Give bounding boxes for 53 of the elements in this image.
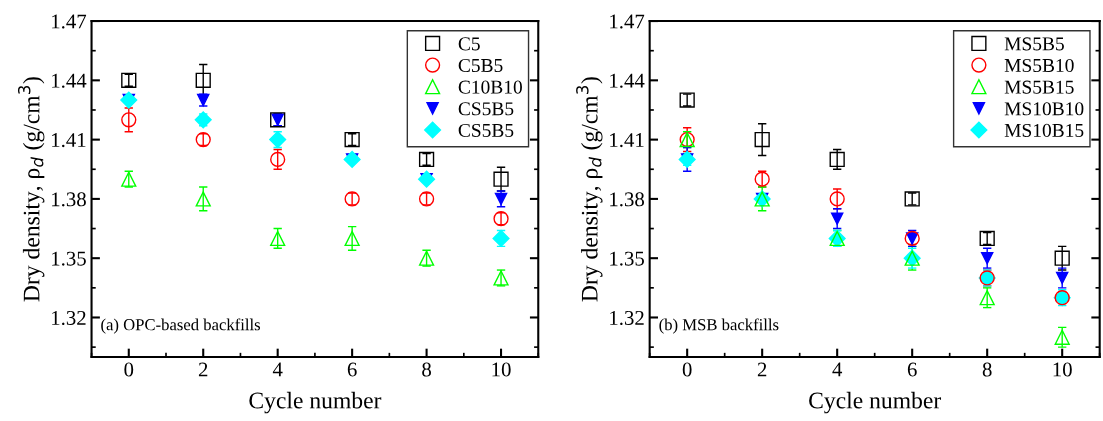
x-tick-label: 10 [1053, 362, 1072, 377]
y-axis-title: Dry density, ρ$_{d}$ (g/cm$^{3}$) [576, 77, 603, 302]
x-tick-label: 0 [124, 362, 134, 377]
point [492, 229, 510, 247]
x-tick-label: 10 [492, 362, 511, 377]
legend-label: C10B10 [458, 80, 522, 94]
x-axis-title: Cycle number [249, 391, 382, 414]
legend-label: C5B5 [458, 58, 503, 73]
legend-label: CS5B5 [458, 123, 514, 137]
x-tick-label: 4 [832, 362, 843, 377]
legend-label: CS5B5 [458, 102, 514, 116]
y-tick-label: 1.32 [52, 310, 86, 326]
point [195, 72, 211, 88]
point [493, 171, 509, 187]
y-tick-label: 1.38 [610, 192, 645, 207]
point [344, 230, 360, 247]
point [1055, 271, 1069, 285]
x-tick-label: 2 [198, 362, 208, 377]
point [121, 112, 137, 128]
point [194, 111, 212, 129]
point [754, 131, 770, 148]
y-tick-label: 1.38 [52, 192, 86, 207]
point [269, 131, 287, 149]
legend-label: MS5B5 [1004, 37, 1064, 51]
legend-label: MS5B10 [1004, 58, 1074, 73]
x-tick-label: 4 [272, 362, 283, 377]
y-tick-label: 1.41 [610, 133, 644, 148]
legend-label: MS10B10 [1004, 102, 1084, 116]
x-tick-label: 2 [757, 362, 767, 377]
annotation: (a) OPC-based backfills [101, 318, 261, 334]
y-tick-label: 1.44 [52, 73, 87, 88]
point [1054, 250, 1070, 266]
y-tick-label: 1.35 [610, 251, 644, 266]
legend-label: C5 [458, 37, 480, 51]
x-tick-label: 8 [982, 362, 992, 377]
x-tick-label: 8 [422, 362, 431, 377]
y-tick-label: 1.47 [52, 14, 87, 29]
y-tick-label: 1.44 [610, 73, 645, 88]
x-tick-label: 0 [682, 362, 692, 377]
x-tick-label: 6 [907, 362, 917, 377]
y-tick-label: 1.47 [610, 14, 645, 29]
y-axis-title: Dry density, ρ$_{d}$ (g/cm$^{3}$) [17, 77, 45, 302]
point [195, 191, 211, 207]
point [830, 212, 844, 225]
legend-label: MS5B15 [1004, 80, 1074, 94]
legend-label: MS10B15 [1004, 123, 1084, 137]
y-tick-label: 1.35 [52, 251, 86, 266]
y-tick-label: 1.32 [610, 310, 644, 326]
x-tick-label: 6 [347, 362, 357, 377]
y-tick-label: 1.41 [52, 133, 86, 148]
annotation: (b) MSB backfills [659, 318, 779, 334]
point [980, 251, 994, 265]
x-axis-title: Cycle number [809, 391, 942, 414]
